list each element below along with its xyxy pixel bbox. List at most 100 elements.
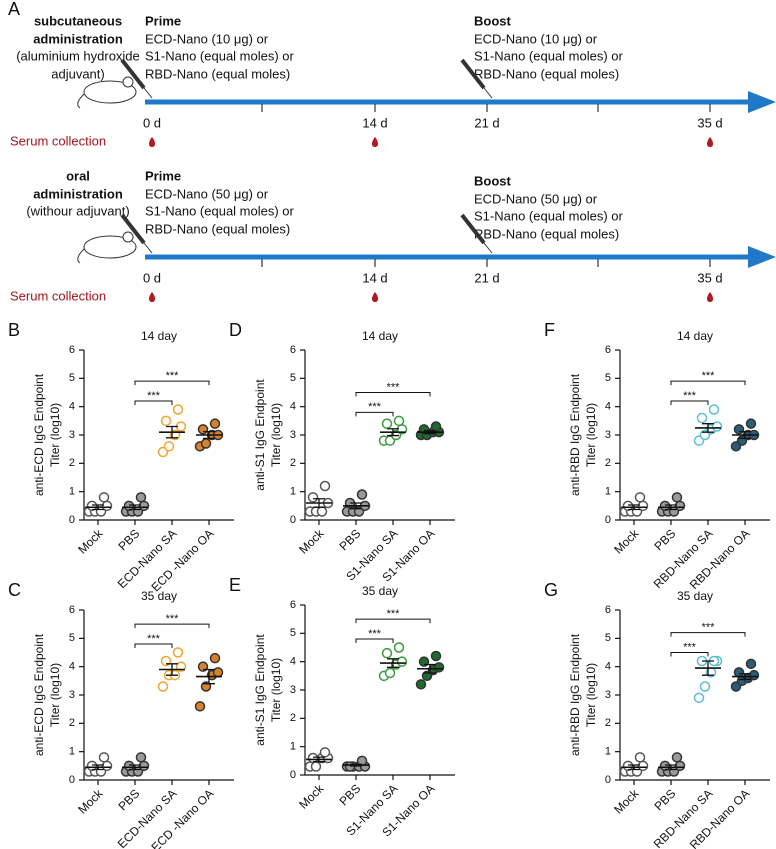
boost-line: S1-Nano (equal moles) or: [474, 208, 624, 223]
chart: G 35 day anti-RBD IgG Endpoint Titer (log10…: [544, 580, 770, 849]
y-tick-label: 5: [290, 627, 296, 639]
blood-drop: [707, 137, 713, 147]
data-point: [163, 441, 175, 452]
y-axis-label: anti-RBD IgG Endpoint: [568, 373, 582, 496]
boost-line: ECD-Nano (10 μg) or: [474, 31, 598, 46]
error-bar: [387, 428, 399, 437]
data-point: [381, 647, 393, 659]
syringe: [120, 213, 146, 245]
error-bar: [739, 430, 751, 440]
data-point: [160, 415, 172, 427]
y-tick-label: 3: [290, 429, 296, 441]
prime-line: S1-Nano (equal moles) or: [145, 203, 295, 218]
chart: B 14 day anti-ECD IgG Endpoint Titer (log10…: [8, 320, 234, 594]
mouse-body: [83, 80, 137, 104]
significance-bracket: [134, 380, 210, 386]
note: adjuvant): [51, 66, 104, 81]
error-bar: [628, 504, 640, 511]
chart: E 35 day anti-S1 IgG Endpoint Titer (log10)…: [229, 575, 455, 839]
data-point: [733, 667, 745, 678]
data-point: [194, 701, 206, 712]
y-axis-label: Titer (log10): [584, 663, 598, 727]
route: oral: [66, 168, 90, 183]
y-tick-label: 4: [69, 661, 75, 673]
error-bar: [313, 756, 325, 763]
y-tick-label: 4: [290, 401, 296, 413]
prime-line: S1-Nano (equal moles) or: [145, 48, 295, 63]
data-point: [319, 747, 331, 758]
y-tick-label: 1: [69, 746, 75, 758]
y-tick-label: 3: [290, 684, 296, 696]
data-point: [659, 500, 671, 512]
boost-title: Boost: [474, 13, 512, 28]
syringe: [120, 58, 146, 90]
data-point: [86, 760, 98, 772]
prime-line: RBD-Nano (equal moles): [145, 66, 290, 81]
x-tick-label: PBS: [336, 781, 363, 808]
data-point: [200, 438, 212, 449]
day-label: 21 d: [474, 115, 499, 130]
boost-line: ECD-Nano (50 μg) or: [474, 191, 598, 206]
significance-bracket: [134, 400, 173, 405]
y-tick-label: 0: [290, 514, 296, 526]
significance-bracket: [134, 623, 210, 629]
significance-bracket: [355, 411, 394, 417]
panel-label: C: [8, 580, 21, 600]
day-label: 0 d: [143, 115, 161, 130]
y-tick-label: 3: [605, 689, 611, 701]
data-point: [98, 752, 110, 763]
x-tick-label: Mock: [296, 781, 327, 812]
data-point: [693, 692, 705, 704]
significance-label: ***: [368, 628, 382, 640]
y-tick-label: 2: [605, 717, 611, 729]
y-axis-label: Titer (log10): [269, 658, 283, 722]
y-tick-label: 5: [69, 372, 75, 384]
syringe-needle: [483, 87, 493, 99]
data-point: [98, 492, 110, 503]
boost-line: RBD-Nano (equal moles): [474, 226, 619, 241]
data-point: [393, 642, 405, 653]
data-point: [634, 752, 646, 763]
y-tick-label: 4: [290, 656, 296, 668]
data-point: [356, 489, 368, 500]
error-bar: [350, 502, 362, 510]
data-point: [123, 760, 135, 772]
data-point: [671, 752, 683, 763]
error-bar: [424, 430, 436, 435]
route: subcutaneous: [34, 13, 122, 28]
y-tick-label: 1: [290, 741, 296, 753]
data-point: [659, 760, 671, 772]
error-bar: [92, 764, 104, 771]
error-bar: [129, 504, 141, 511]
chart-title: 35 day: [362, 584, 398, 598]
y-axis-label: anti-S1 IgG Endpoint: [253, 379, 267, 491]
day-label: 35 d: [697, 115, 722, 130]
data-point: [708, 404, 720, 415]
syringe-needle: [143, 242, 153, 254]
data-point: [381, 418, 393, 429]
y-tick-label: 1: [69, 486, 75, 498]
y-tick-label: 2: [290, 457, 296, 469]
error-bar: [203, 668, 215, 685]
chart-title: 14 day: [677, 329, 713, 343]
y-tick-label: 1: [605, 746, 611, 758]
data-point: [86, 500, 98, 512]
prime-title: Prime: [145, 13, 181, 28]
mouse-tail: [77, 93, 85, 109]
y-tick-label: 0: [605, 774, 611, 786]
route: administration: [33, 31, 123, 46]
panel-label: G: [544, 580, 558, 600]
arrow-head: [748, 246, 776, 268]
y-axis-label: Titer (log10): [584, 403, 598, 467]
data-point: [745, 418, 757, 429]
panel-label: A: [8, 0, 20, 19]
data-point: [622, 500, 634, 512]
significance-label: ***: [387, 608, 401, 620]
y-tick-label: 4: [605, 401, 611, 413]
note: (withour adjuvant): [26, 203, 129, 218]
day-label: 14 d: [362, 270, 387, 285]
x-tick-label: ECD -Nano OA: [148, 786, 216, 849]
y-tick-label: 4: [605, 661, 611, 673]
x-tick-label: Mock: [75, 526, 106, 557]
significance-label: ***: [166, 613, 180, 625]
